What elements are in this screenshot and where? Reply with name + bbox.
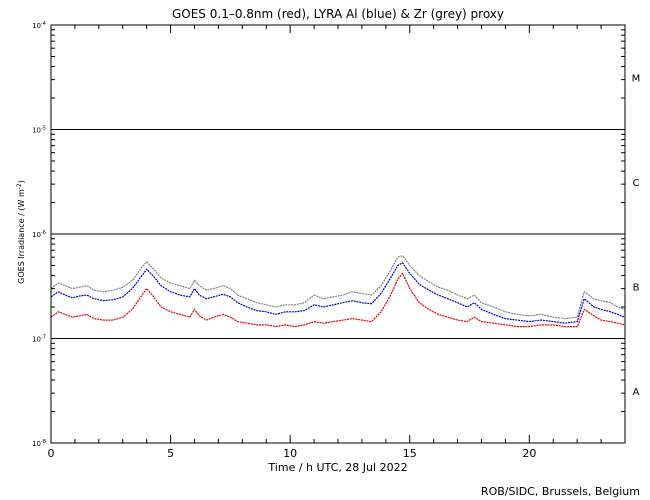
y-tick-base: 10 <box>32 440 41 448</box>
y-tick-base: 10 <box>32 127 41 135</box>
y-tick-label-1: 10-5 <box>32 126 46 135</box>
series-line-0 <box>50 254 626 320</box>
series-line-2 <box>50 272 626 328</box>
flare-class-label-A: A <box>633 387 640 398</box>
y-axis-label-main: GOES Irradiance / (W m <box>17 189 26 284</box>
x-tick-label-4: 20 <box>522 447 536 460</box>
y-tick-exp: -6 <box>41 230 46 236</box>
x-tick-label-2: 10 <box>283 447 297 460</box>
flare-class-labels: M C B A <box>632 73 641 398</box>
x-tick-label-0: 0 <box>48 447 55 460</box>
y-tick-exp: -5 <box>41 126 46 132</box>
footer-credit: ROB/SIDC, Brussels, Belgium <box>481 485 640 498</box>
y-axis-label-exp: -2 <box>16 183 23 189</box>
y-tick-label-3: 10-7 <box>32 335 46 344</box>
y-tick-exp: -4 <box>41 21 46 27</box>
x-tick-label-1: 5 <box>167 447 174 460</box>
y-tick-base: 10 <box>32 336 41 344</box>
x-axis-label: Time / h UTC, 28 Jul 2022 <box>267 461 407 474</box>
y-tick-label-2: 10-6 <box>32 230 46 239</box>
series-layer <box>50 254 626 328</box>
y-tick-base: 10 <box>32 22 41 30</box>
flare-class-lines <box>51 129 625 339</box>
y-tick-exp: -8 <box>41 439 46 445</box>
flare-class-label-C: C <box>633 178 640 189</box>
y-tick-label-0: 10-4 <box>32 21 46 30</box>
flare-class-label-M: M <box>632 73 641 84</box>
flare-class-label-B: B <box>633 282 640 293</box>
x-tick-label-3: 15 <box>403 447 417 460</box>
y-tick-exp: -7 <box>41 335 46 341</box>
chart-title: GOES 0.1–0.8nm (red), LYRA Al (blue) & Z… <box>172 7 504 21</box>
y-axis-label-close: ) <box>17 180 26 183</box>
plot-frame <box>50 24 626 444</box>
y-axis-label: GOES Irradiance / (W m-2) <box>16 180 27 284</box>
series-line-1 <box>50 262 626 324</box>
y-tick-label-4: 10-8 <box>32 439 46 448</box>
y-tick-base: 10 <box>32 231 41 239</box>
